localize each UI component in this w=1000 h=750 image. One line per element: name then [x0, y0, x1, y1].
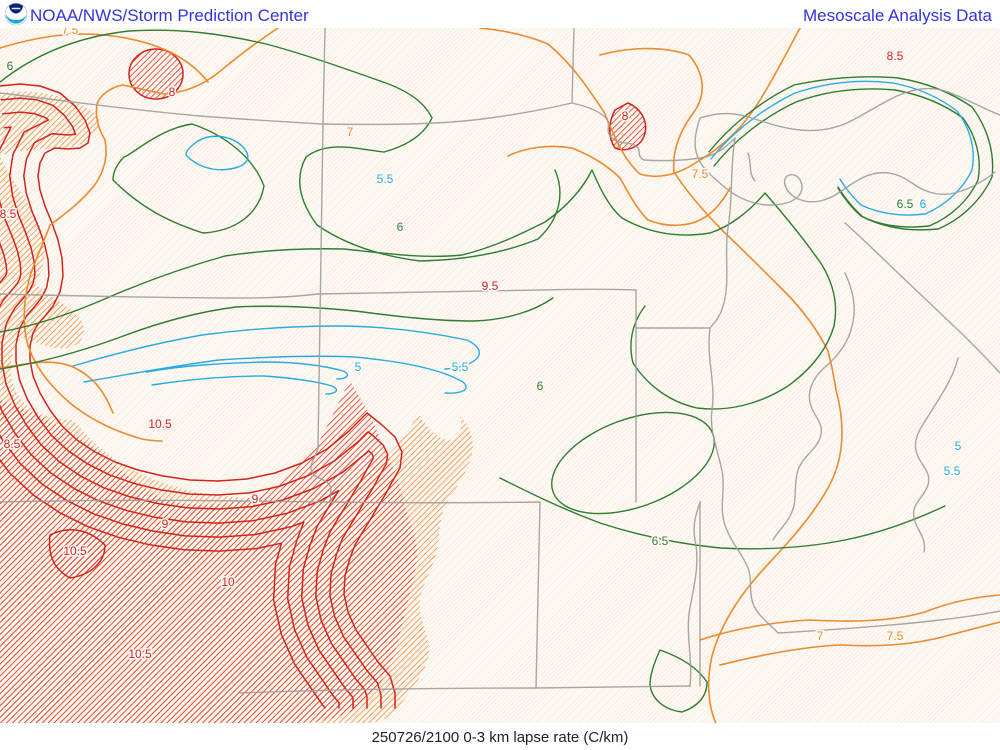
- svg-text:10.5: 10.5: [148, 417, 172, 431]
- svg-text:6: 6: [920, 197, 927, 211]
- svg-text:9: 9: [252, 492, 259, 506]
- svg-text:8: 8: [622, 109, 629, 123]
- svg-text:5.5: 5.5: [944, 464, 961, 478]
- svg-text:8.5: 8.5: [0, 207, 17, 221]
- svg-text:5: 5: [355, 360, 362, 374]
- svg-text:7.5: 7.5: [62, 28, 79, 37]
- svg-text:9.5: 9.5: [482, 279, 499, 293]
- svg-text:7.5: 7.5: [887, 629, 904, 643]
- svg-text:8: 8: [169, 85, 176, 99]
- svg-text:7.5: 7.5: [692, 167, 709, 181]
- svg-text:10.5: 10.5: [63, 544, 87, 558]
- svg-text:10.5: 10.5: [128, 647, 152, 661]
- svg-text:7: 7: [817, 629, 824, 643]
- svg-text:6.5: 6.5: [652, 534, 669, 548]
- svg-text:6: 6: [7, 59, 14, 73]
- svg-text:6.5: 6.5: [897, 197, 914, 211]
- svg-text:9: 9: [162, 517, 169, 531]
- svg-text:6: 6: [537, 379, 544, 393]
- svg-text:6: 6: [397, 220, 404, 234]
- svg-text:8.5: 8.5: [887, 49, 904, 63]
- svg-text:10: 10: [221, 575, 235, 589]
- svg-text:5.5: 5.5: [377, 172, 394, 186]
- svg-text:5.5: 5.5: [452, 360, 469, 374]
- svg-text:7: 7: [347, 125, 354, 139]
- svg-text:5: 5: [955, 439, 962, 453]
- svg-text:8.5: 8.5: [4, 437, 21, 451]
